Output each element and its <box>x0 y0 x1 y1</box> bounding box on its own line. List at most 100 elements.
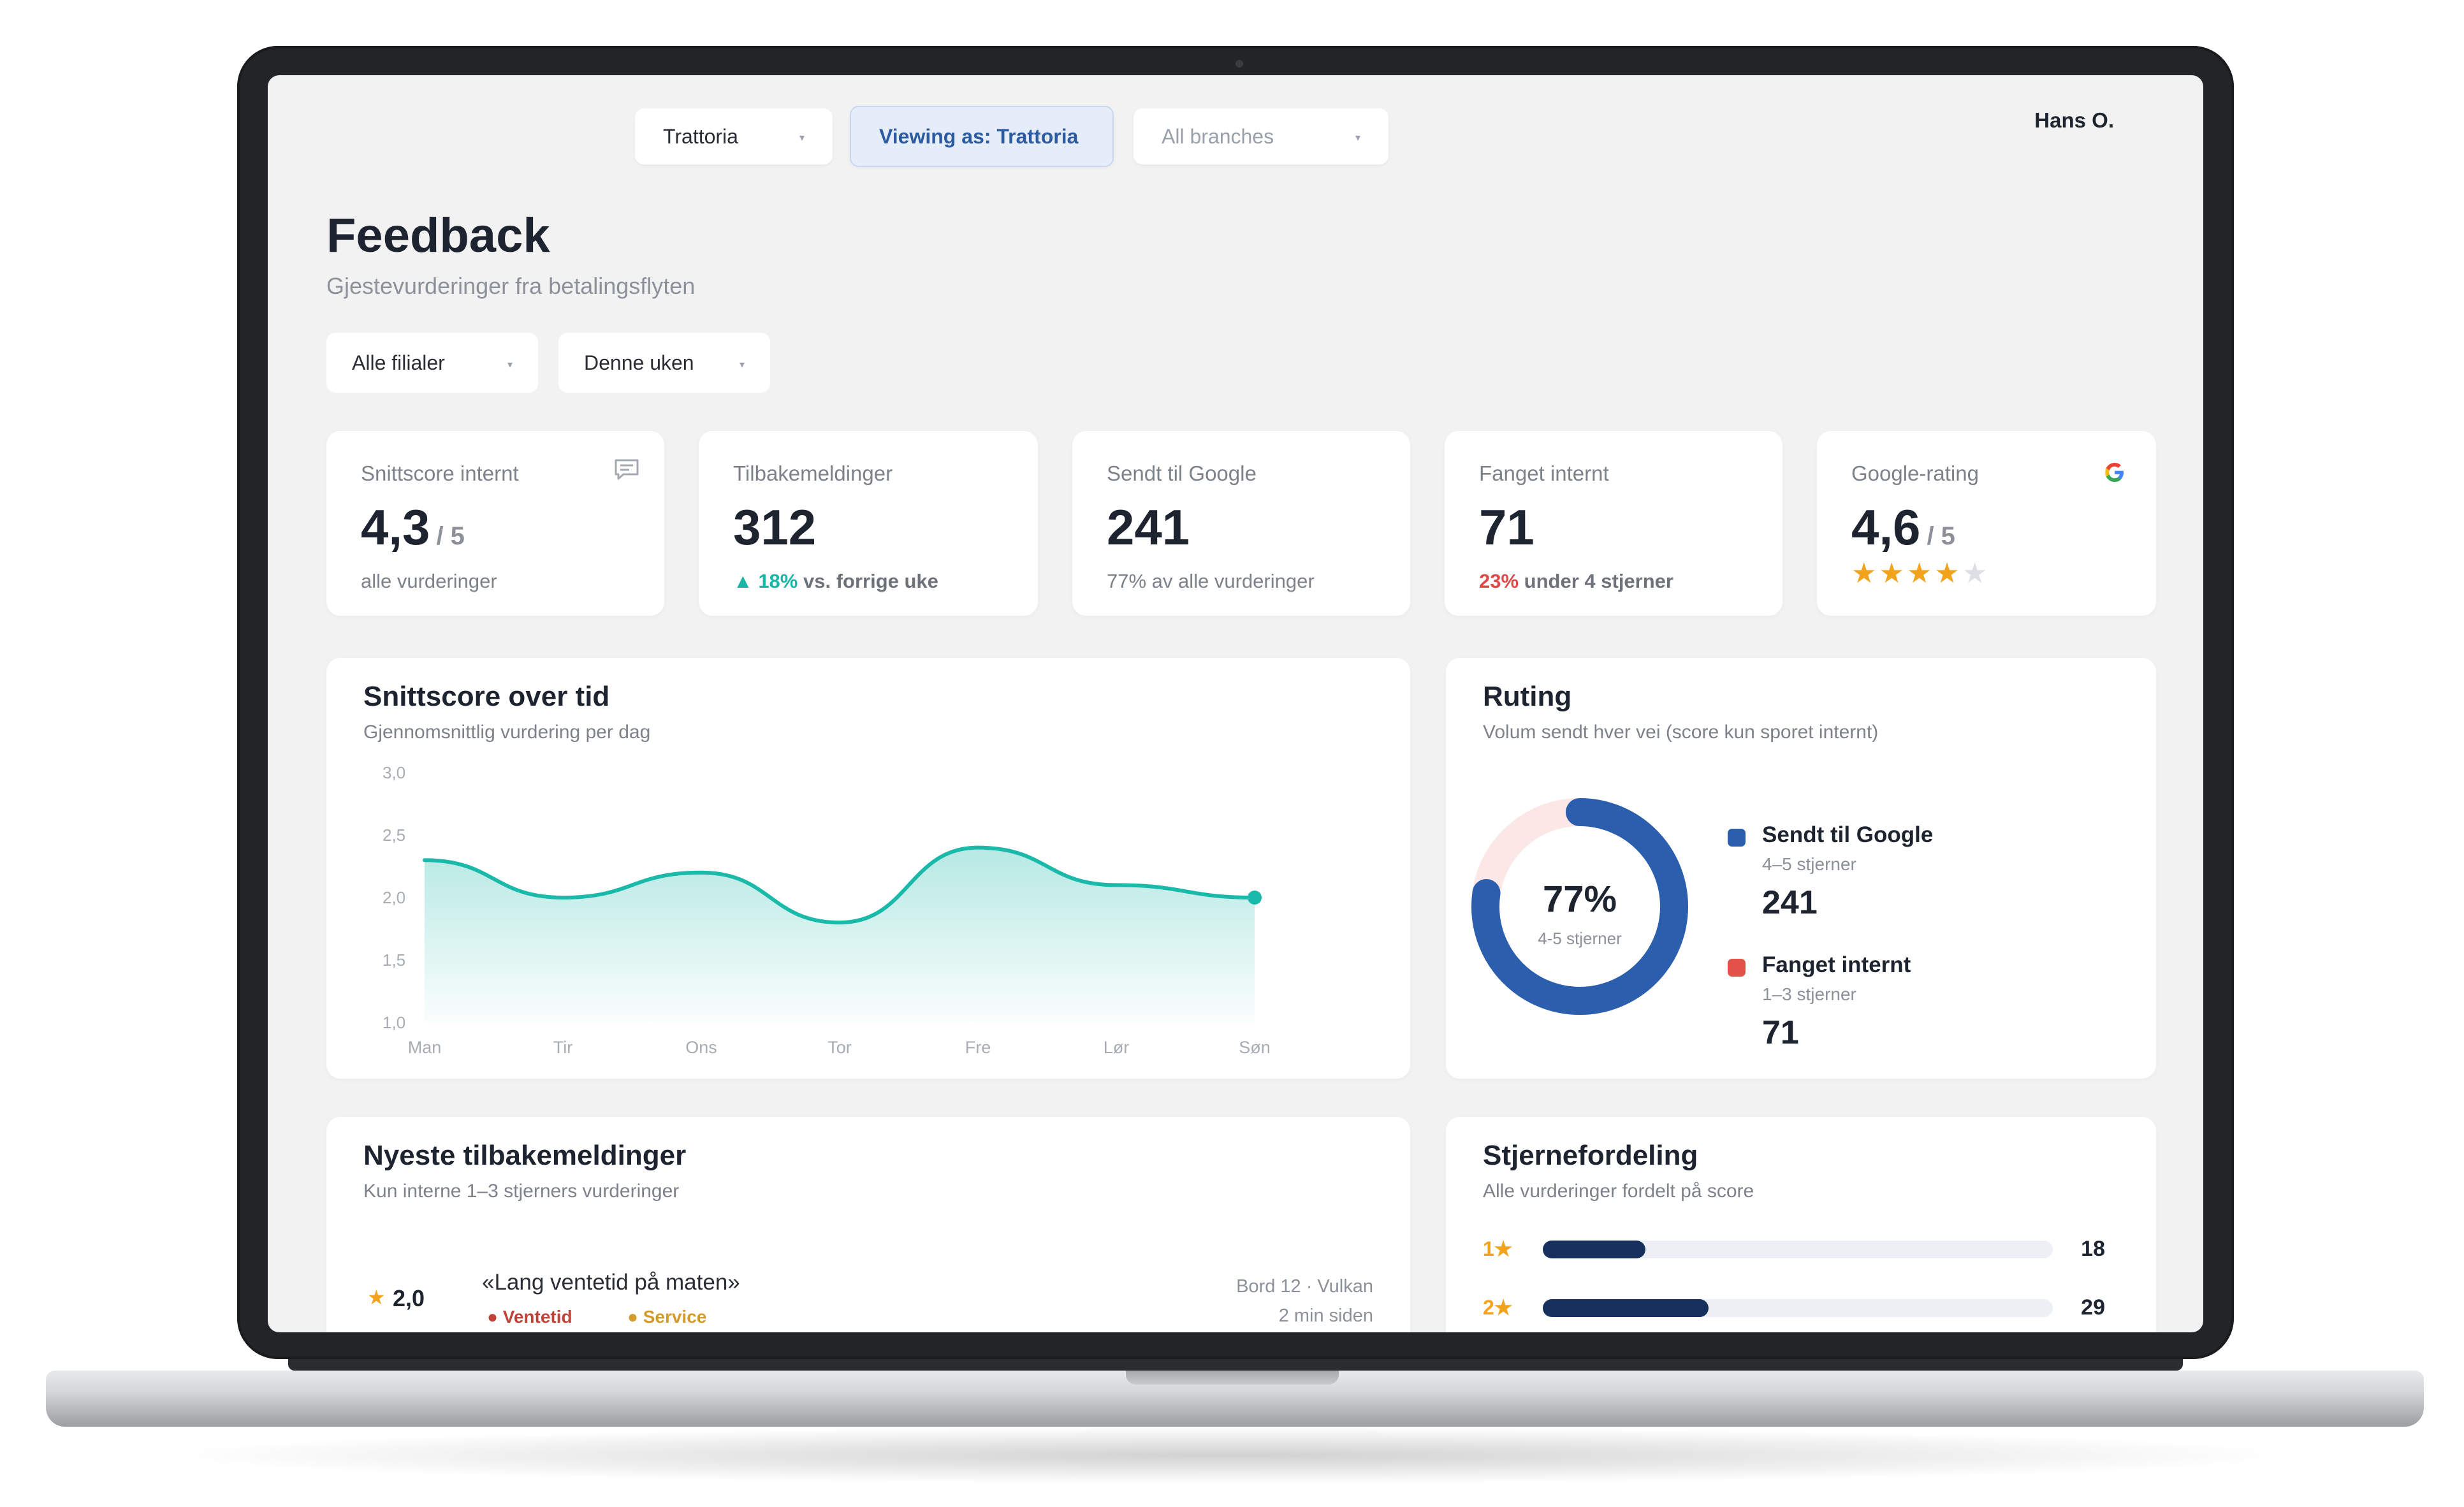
branches-select[interactable]: All branches ▾ <box>1134 108 1389 164</box>
chevron-down-icon: ▾ <box>799 133 805 143</box>
kpi-label: Sendt til Google <box>1107 462 1257 485</box>
page-subtitle: Gjestevurderinger fra betalingsflyten <box>326 273 696 299</box>
section-title: Nyeste tilbakemeldinger <box>363 1140 687 1171</box>
branch-filter[interactable]: Alle filialer ▾ <box>326 333 538 393</box>
kpi-sub: alle vurderinger <box>361 570 497 592</box>
feedback-score: 2,0 <box>393 1285 425 1311</box>
kpi-label: Fanget internt <box>1479 462 1609 485</box>
legend-subtitle: 4–5 stjerner <box>1762 854 1856 874</box>
donut-slice-google[interactable] <box>1471 798 1688 1015</box>
laptop-hinge <box>288 1359 2183 1371</box>
donut-center-value: 77% <box>1542 878 1617 920</box>
x-tick-label: Ons <box>685 1038 717 1057</box>
kpi-number: 241 <box>1107 499 1190 555</box>
kpi-number: 71 <box>1479 499 1535 555</box>
feedback-location: Bord 12 · Vulkan <box>1236 1276 1373 1297</box>
recent-feedback-card: Nyeste tilbakemeldinger Kun interne 1–3 … <box>326 1117 1410 1332</box>
viewing-as-badge[interactable]: Viewing as: Trattoria <box>850 106 1114 167</box>
routing-card: Ruting Volum sendt hver vei (score kun s… <box>1446 658 2156 1079</box>
chat-icon <box>615 459 639 480</box>
section-title: Stjernefordeling <box>1483 1140 1698 1171</box>
kpi-card-feedback-count: Tilbakemeldinger 312 ▲ 18% vs. forrige u… <box>699 431 1038 616</box>
branches-select-label: All branches <box>1162 124 1274 148</box>
legend-value: 71 <box>1762 1014 1799 1051</box>
viewing-as-label: Viewing as: Trattoria <box>879 124 1079 148</box>
laptop-shadow <box>153 1427 2308 1484</box>
star-filled-icon: ★ <box>1879 558 1907 589</box>
kpi-label: Snittscore internt <box>361 462 519 485</box>
donut-center-label: 4-5 stjerner <box>1538 929 1622 948</box>
page-title: Feedback <box>326 208 550 263</box>
feedback-time: 2 min siden <box>1278 1306 1373 1326</box>
branch-filter-label: Alle filialer <box>352 351 445 374</box>
kpi-sub: 23% under 4 stjerner <box>1479 570 1673 593</box>
feedback-quote: «Lang ventetid på maten» <box>482 1270 740 1295</box>
kpi-value: 4,6/ 5 <box>1851 499 1955 557</box>
kpi-sub-text: under 4 stjerner <box>1524 570 1673 592</box>
tag-dot: ● <box>627 1307 638 1327</box>
trend-end-point[interactable] <box>1248 891 1262 905</box>
x-tick-label: Tor <box>827 1038 852 1057</box>
restaurant-select[interactable]: Trattoria ▾ <box>635 108 833 164</box>
star-filled-icon: ★ <box>1851 558 1879 589</box>
section-title: Snittscore over tid <box>363 681 610 712</box>
user-name[interactable]: Hans O. <box>2034 108 2114 132</box>
y-tick-label: 1,0 <box>383 1013 405 1032</box>
tag-service: ● Service <box>627 1307 706 1327</box>
kpi-value: 71 <box>1479 499 1535 557</box>
chevron-down-icon: ▾ <box>1355 133 1360 143</box>
x-tick-label: Tir <box>553 1038 572 1057</box>
chevron-down-icon: ▾ <box>739 360 745 370</box>
section-title: Ruting <box>1483 681 1572 712</box>
section-subtitle: Volum sendt hver vei (score kun sporet i… <box>1483 722 1879 743</box>
distribution-bar <box>1543 1299 1709 1317</box>
y-tick-label: 2,5 <box>383 826 405 845</box>
star-level-label: 2★ <box>1483 1296 1513 1319</box>
star-level-label: 1★ <box>1483 1237 1513 1260</box>
kpi-number: 4,6 <box>1851 499 1921 555</box>
period-filter[interactable]: Denne uken ▾ <box>558 333 770 393</box>
kpi-sub-text: vs. forrige uke <box>803 570 938 592</box>
legend-subtitle: 1–3 stjerner <box>1762 984 1856 1004</box>
star-distribution-card: Stjernefordeling Alle vurderinger fordel… <box>1446 1117 2156 1332</box>
kpi-card-sent-google: Sendt til Google 241 77% av alle vurderi… <box>1072 431 1410 616</box>
section-subtitle: Alle vurderinger fordelt på score <box>1483 1181 1754 1202</box>
routing-donut-chart <box>1471 798 1688 1015</box>
chevron-down-icon: ▾ <box>507 360 513 370</box>
legend-title: Fanget internt <box>1762 952 1911 977</box>
kpi-sub: 77% av alle vurderinger <box>1107 570 1315 592</box>
kpi-sub-highlight: 23% <box>1479 570 1519 592</box>
kpi-sub-highlight: 18% <box>758 570 798 592</box>
google-icon <box>2105 463 2124 482</box>
star-filled-icon: ★ <box>1906 558 1935 589</box>
star-filled-icon: ★ <box>1934 558 1962 589</box>
kpi-label: Google-rating <box>1851 462 1979 485</box>
star-distribution-chart: 1★ 18 2★ 29 <box>1446 1117 2156 1332</box>
distribution-bar <box>1543 1241 1646 1258</box>
kpi-card-internal-score: Snittscore internt 4,3/ 5 alle vurdering… <box>326 431 664 616</box>
legend-dot-google <box>1728 829 1746 847</box>
star-rating: ★★★★★ <box>1851 557 1990 590</box>
legend-title: Sendt til Google <box>1762 822 1934 847</box>
tag-label: Service <box>643 1307 707 1327</box>
kpi-number: 312 <box>733 499 817 555</box>
kpi-value: 241 <box>1107 499 1190 557</box>
feedback-item[interactable]: ★ 2,0 «Lang ventetid på maten» ● Venteti… <box>326 1270 1410 1332</box>
restaurant-select-label: Trattoria <box>663 124 738 148</box>
y-tick-label: 2,0 <box>383 888 405 907</box>
y-tick-label: 3,0 <box>383 763 405 782</box>
tag-dot: ● <box>487 1307 498 1327</box>
kpi-card-google-rating: Google-rating 4,6/ 5 ★★★★★ <box>1817 431 2156 616</box>
tag-ventetid: ● Ventetid <box>487 1307 572 1327</box>
distribution-bar-track <box>1543 1299 2053 1317</box>
laptop-notch <box>1126 1371 1339 1385</box>
kpi-suffix: / 5 <box>1927 522 1955 550</box>
distribution-count: 29 <box>2081 1295 2105 1320</box>
kpi-value: 4,3/ 5 <box>361 499 465 557</box>
section-subtitle: Gjennomsnittlig vurdering per dag <box>363 722 651 743</box>
distribution-count: 18 <box>2081 1237 2105 1261</box>
kpi-label: Tilbakemeldinger <box>733 462 893 485</box>
trend-line <box>423 845 1257 925</box>
camera <box>1236 60 1243 68</box>
kpi-card-caught-internal: Fanget internt 71 23% under 4 stjerner <box>1445 431 1782 616</box>
